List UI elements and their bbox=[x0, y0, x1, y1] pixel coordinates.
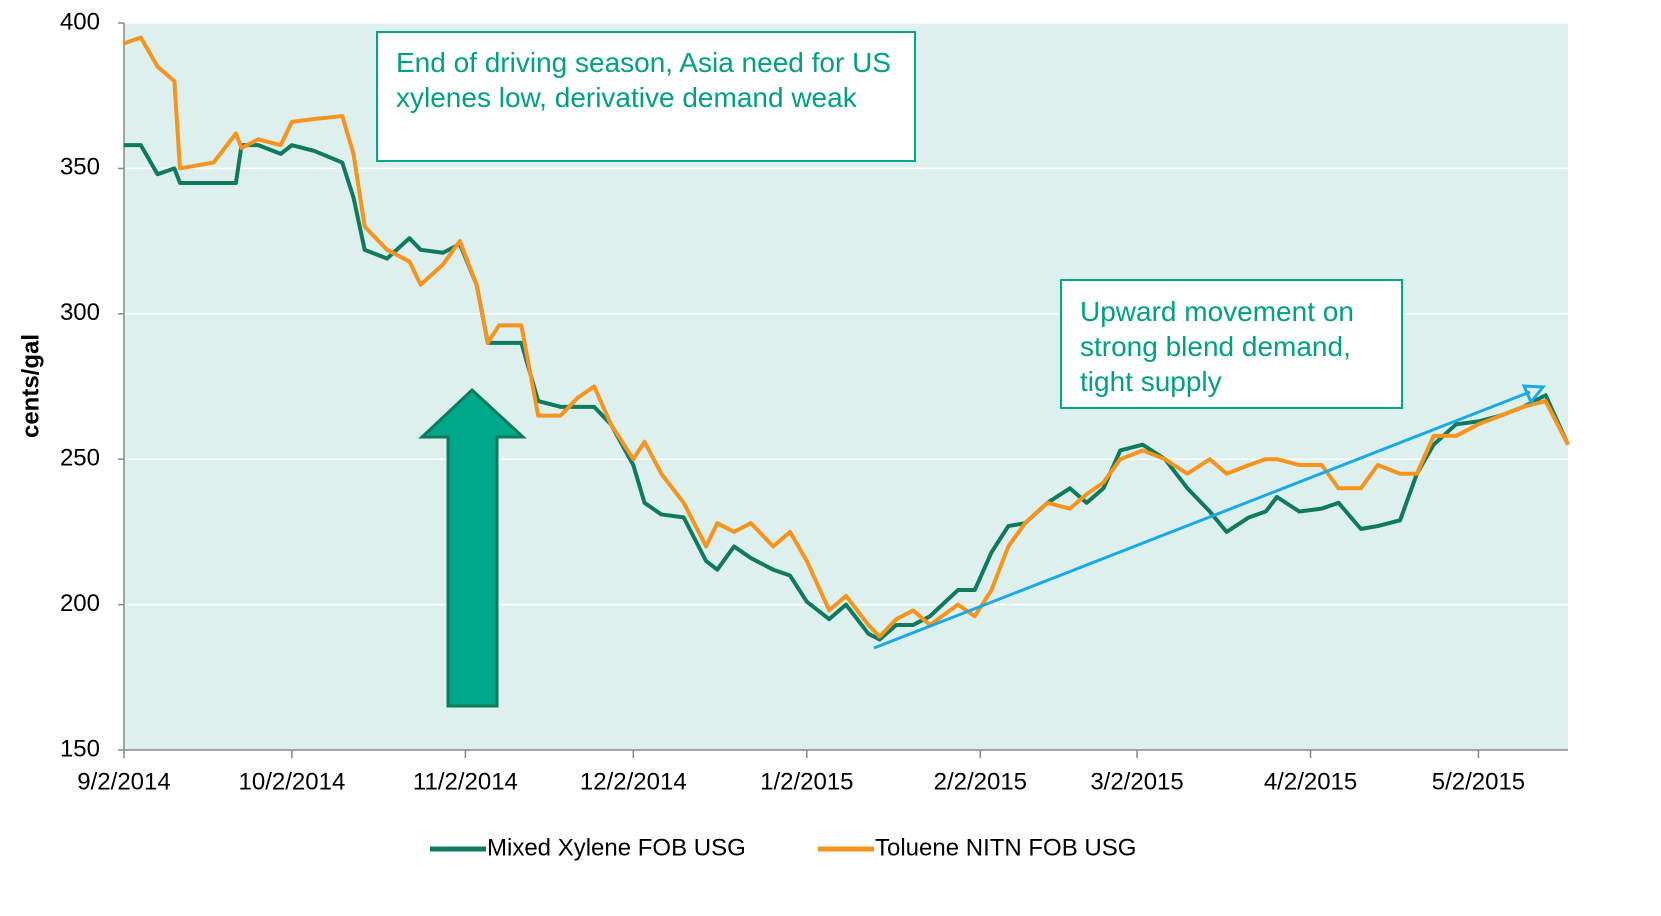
x-tick-label: 9/2/2014 bbox=[77, 768, 170, 795]
y-tick-label: 150 bbox=[60, 735, 100, 762]
y-tick-label: 300 bbox=[60, 299, 100, 326]
arrow bbox=[418, 387, 527, 708]
annotation: Upward movement on strong blend demand, … bbox=[1060, 279, 1403, 409]
legend-label: Toluene NITN FOB USG bbox=[875, 834, 1136, 861]
y-tick-label: 200 bbox=[60, 590, 100, 617]
x-tick-label: 5/2/2015 bbox=[1432, 768, 1525, 795]
series-line bbox=[123, 35, 1570, 639]
trend-arrow-head bbox=[1521, 384, 1546, 405]
trend-arrow bbox=[873, 390, 1531, 650]
x-tick-label: 1/2/2015 bbox=[760, 768, 853, 795]
y-tick-label: 350 bbox=[60, 154, 100, 181]
series-line bbox=[124, 143, 1570, 642]
x-tick-label: 2/2/2015 bbox=[934, 768, 1027, 795]
x-tick-label: 4/2/2015 bbox=[1264, 768, 1357, 795]
y-axis-title: cents/gal bbox=[17, 334, 44, 438]
x-tick-label: 3/2/2015 bbox=[1090, 768, 1183, 795]
x-tick-label: 12/2/2014 bbox=[580, 768, 687, 795]
annotation: End of driving season, Asia need for US … bbox=[376, 31, 916, 162]
x-tick-label: 10/2/2014 bbox=[239, 768, 346, 795]
x-tick-label: 11/2/2014 bbox=[413, 768, 518, 795]
y-tick-label: 250 bbox=[60, 445, 100, 472]
y-tick-label: 400 bbox=[60, 8, 100, 35]
legend-label: Mixed Xylene FOB USG bbox=[487, 834, 746, 861]
